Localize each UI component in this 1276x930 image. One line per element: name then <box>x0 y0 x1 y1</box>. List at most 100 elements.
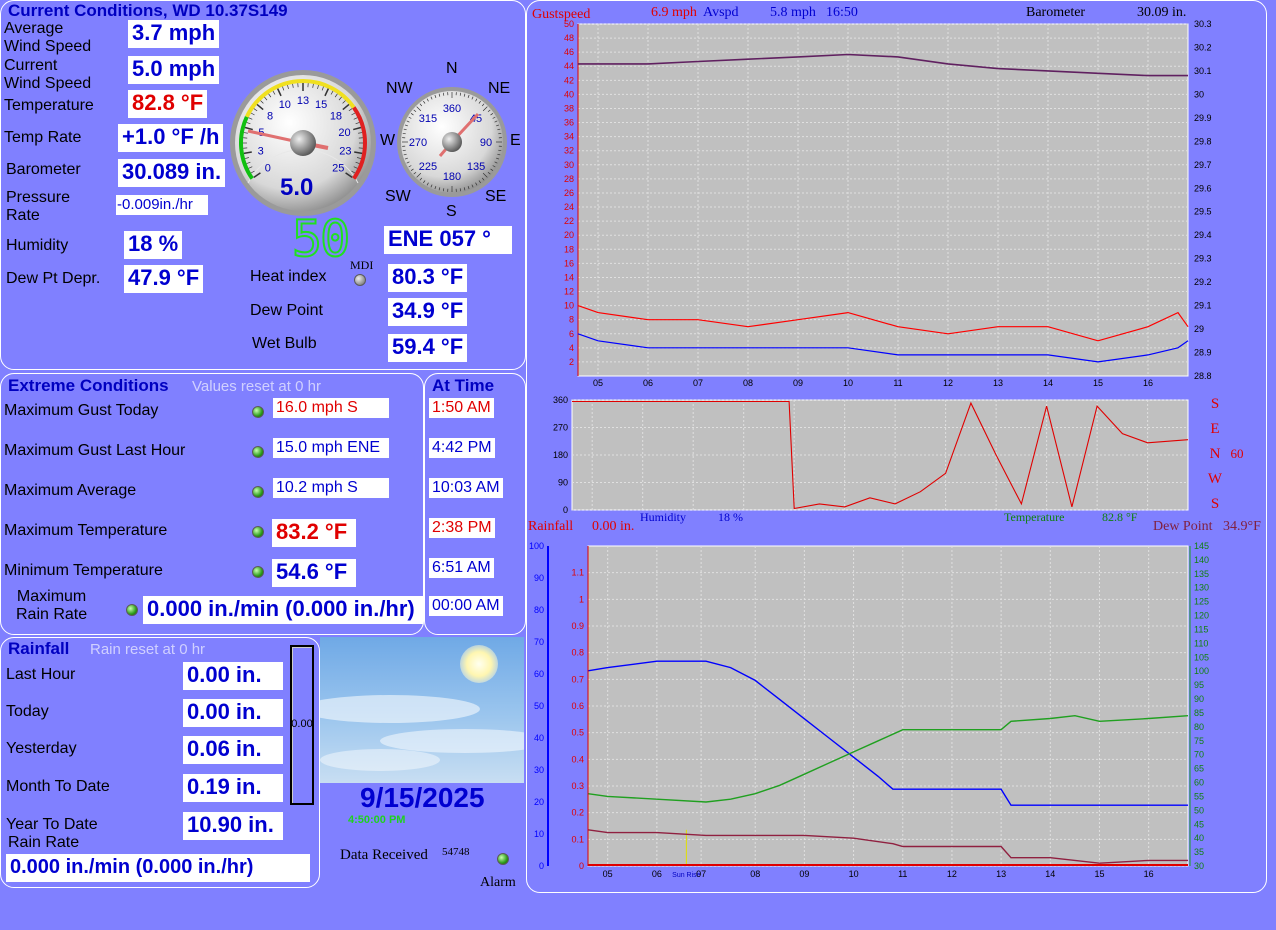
alarm-label: Alarm <box>480 875 516 890</box>
derived-label: Heat index <box>250 268 327 285</box>
left-tick-label: 26 <box>564 188 574 198</box>
right-tick-label: 29.9 <box>1194 113 1212 123</box>
dew-series <box>587 829 1188 864</box>
temp-tick-label: 55 <box>1194 791 1204 801</box>
hum-tick-label: 30 <box>534 765 544 775</box>
hum-value: 18 % <box>718 510 743 524</box>
data-received-label: Data Received <box>340 847 428 863</box>
compass-dir-label: SE <box>485 188 507 205</box>
left-tick-label: 32 <box>564 146 574 156</box>
rain-rate-value: 0.000 in./min (0.000 in./hr) <box>6 854 310 882</box>
data-received-indicator <box>497 853 509 865</box>
right-tick-label: 30.1 <box>1194 66 1212 76</box>
temp-tick-label: 100 <box>1194 666 1209 676</box>
x-tick-label: 10 <box>843 378 853 388</box>
extreme-row-time: 10:03 AM <box>429 478 503 498</box>
x-tick-label: 14 <box>1043 378 1053 388</box>
hum-tick-label: 40 <box>534 733 544 743</box>
x-tick-label: 09 <box>799 869 809 879</box>
rain-gauge-value: 0.00 <box>291 718 313 730</box>
left-tick-label: 42 <box>564 75 574 85</box>
extreme-row-label: Maximum Rain Rate <box>16 588 88 623</box>
left-tick-label: 6 <box>569 329 574 339</box>
x-tick-label: 08 <box>750 869 760 879</box>
left-tick-label: 50 <box>564 19 574 29</box>
hum-tick-label: 20 <box>534 797 544 807</box>
temp-tick-label: 145 <box>1194 541 1209 551</box>
temp-tick-label: 125 <box>1194 597 1209 607</box>
right-tick-label: 29.7 <box>1194 160 1212 170</box>
extreme-row-time: 4:42 PM <box>429 438 495 458</box>
chart-time: 16:50 <box>826 5 858 20</box>
status-date: 9/15/2025 <box>360 782 485 813</box>
dir-tick-label: 180 <box>553 450 568 460</box>
right-tick-label: 29.4 <box>1194 230 1212 240</box>
wind-baro-chart: 05 06 07 08 09 10 11 12 13 14 15 162468101214161820… <box>564 19 1212 388</box>
rain-reset-note: Rain reset at 0 hr <box>90 641 206 658</box>
rain-row-value: 0.19 in. <box>183 774 283 802</box>
x-tick-label: 15 <box>1093 378 1103 388</box>
extreme-conditions-title: Extreme Conditions <box>8 376 169 395</box>
sky-weather-image <box>320 637 524 783</box>
extreme-row-value: 16.0 mph S <box>273 398 389 418</box>
wind-speed-gauge: 035810131518202325 <box>230 70 376 216</box>
speed-tick-label: 10 <box>279 99 291 111</box>
hum-tick-label: 0 <box>539 861 544 871</box>
right-tick-label: 29 <box>1194 324 1204 334</box>
x-tick-label: Sun Rise <box>672 872 701 879</box>
x-tick-label: 06 <box>643 378 653 388</box>
avg-label: Avspd <box>703 5 739 20</box>
hum-tick-label: 10 <box>534 829 544 839</box>
compass-tick-label: 90 <box>480 137 492 149</box>
temp-tick-label: 75 <box>1194 736 1204 746</box>
temp-tick-label: 130 <box>1194 583 1209 593</box>
x-tick-label: 15 <box>1094 869 1104 879</box>
rain-tick-label: 0.8 <box>571 648 584 658</box>
dew-value: 34.9°F <box>1223 519 1261 534</box>
left-tick-label: 24 <box>564 202 574 212</box>
derived-value: 59.4 °F <box>388 334 468 362</box>
extreme-row-time: 1:50 AM <box>429 398 494 418</box>
left-tick-label: 18 <box>564 244 574 254</box>
compass-dir-label: N <box>446 60 458 77</box>
speed-tick-label: 20 <box>338 127 350 139</box>
rain-row-value: 10.90 in. <box>183 812 283 840</box>
temp-tick-label: 35 <box>1194 847 1204 857</box>
right-tick-label: 29.1 <box>1194 301 1212 311</box>
left-tick-label: 36 <box>564 118 574 128</box>
derived-label: Dew Point <box>250 302 323 319</box>
x-tick-label: 12 <box>947 869 957 879</box>
speed-gauge-value: 5.0 <box>280 174 314 201</box>
x-tick-label: 08 <box>743 378 753 388</box>
rain-row-label: Last Hour <box>6 666 76 683</box>
temp-tick-label: 110 <box>1194 638 1208 648</box>
gust-series <box>577 305 1189 342</box>
speed-tick-label: 3 <box>258 145 264 157</box>
direction-letter: E <box>1210 421 1219 437</box>
x-tick-label: 16 <box>1143 378 1153 388</box>
right-tick-label: 29.2 <box>1194 277 1212 287</box>
current-row-label: Current Wind Speed <box>4 57 92 92</box>
hum-tick-label: 90 <box>534 573 544 583</box>
rain-tick-label: 1.1 <box>571 568 584 578</box>
rainfall-title: Rainfall <box>8 639 70 658</box>
left-tick-label: 4 <box>569 343 574 353</box>
speed-tick-label: 18 <box>330 110 342 122</box>
gust-label: Gustspeed <box>532 7 591 22</box>
temp-tick-label: 65 <box>1194 764 1204 774</box>
temp-tick-label: 105 <box>1194 652 1209 662</box>
left-tick-label: 44 <box>564 61 574 71</box>
left-tick-label: 46 <box>564 47 574 57</box>
x-tick-label: 09 <box>793 378 803 388</box>
baro-series <box>578 53 1188 77</box>
extreme-row-indicator <box>252 486 264 498</box>
current-row-value: 18 % <box>124 231 183 259</box>
x-tick-label: 11 <box>893 378 902 388</box>
rain-tick-label: 1 <box>579 594 584 604</box>
left-tick-label: 40 <box>564 89 574 99</box>
compass-tick-label: 270 <box>409 137 427 149</box>
rain-row-value: 0.00 in. <box>183 699 283 727</box>
rain-label: Rainfall <box>528 519 574 534</box>
right-tick-label: 29.6 <box>1194 183 1212 193</box>
